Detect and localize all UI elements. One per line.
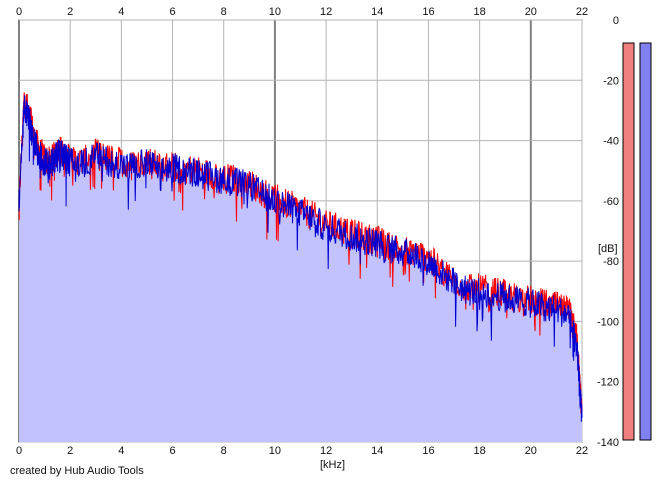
- x-tick-label-top: 6: [169, 6, 175, 18]
- y-tick-label: 0: [613, 15, 619, 27]
- x-tick-label-bottom: 16: [422, 445, 434, 457]
- x-tick-label-top: 2: [67, 6, 73, 18]
- x-tick-label-bottom: 2: [67, 445, 73, 457]
- y-tick-label: -100: [597, 316, 619, 328]
- x-tick-label-bottom: 6: [169, 445, 175, 457]
- left-level-meter: [623, 43, 634, 440]
- x-tick-label-bottom: 10: [269, 445, 281, 457]
- x-tick-label-top: 0: [16, 6, 22, 18]
- x-tick-label-bottom: 8: [221, 445, 227, 457]
- x-tick-label-bottom: 22: [576, 445, 588, 457]
- y-tick-label: -140: [597, 437, 619, 449]
- x-tick-label-bottom: 18: [474, 445, 486, 457]
- credit-text: created by Hub Audio Tools: [10, 465, 144, 477]
- y-tick-label: -80: [603, 256, 619, 268]
- x-tick-label-bottom: 0: [16, 445, 22, 457]
- right-level-meter: [640, 43, 651, 440]
- x-tick-label-top: 14: [371, 6, 383, 18]
- x-tick-label-top: 20: [525, 6, 537, 18]
- x-tick-label-top: 18: [474, 6, 486, 18]
- x-tick-label-bottom: 20: [525, 445, 537, 457]
- y-tick-label: -40: [603, 136, 619, 148]
- y-tick-label: -20: [603, 75, 619, 87]
- x-tick-label-bottom: 12: [320, 445, 332, 457]
- y-tick-label: -60: [603, 196, 619, 208]
- x-tick-label-bottom: 4: [118, 445, 124, 457]
- x-tick-label-top: 4: [118, 6, 124, 18]
- y-tick-label: -120: [597, 377, 619, 389]
- x-tick-label-top: 10: [269, 6, 281, 18]
- x-tick-label-top: 22: [576, 6, 588, 18]
- x-tick-label-bottom: 14: [371, 445, 383, 457]
- y-axis-title: [dB]: [598, 243, 618, 255]
- x-tick-label-top: 16: [422, 6, 434, 18]
- x-tick-label-top: 8: [221, 6, 227, 18]
- x-tick-label-top: 12: [320, 6, 332, 18]
- x-axis-title: [kHz]: [320, 459, 345, 471]
